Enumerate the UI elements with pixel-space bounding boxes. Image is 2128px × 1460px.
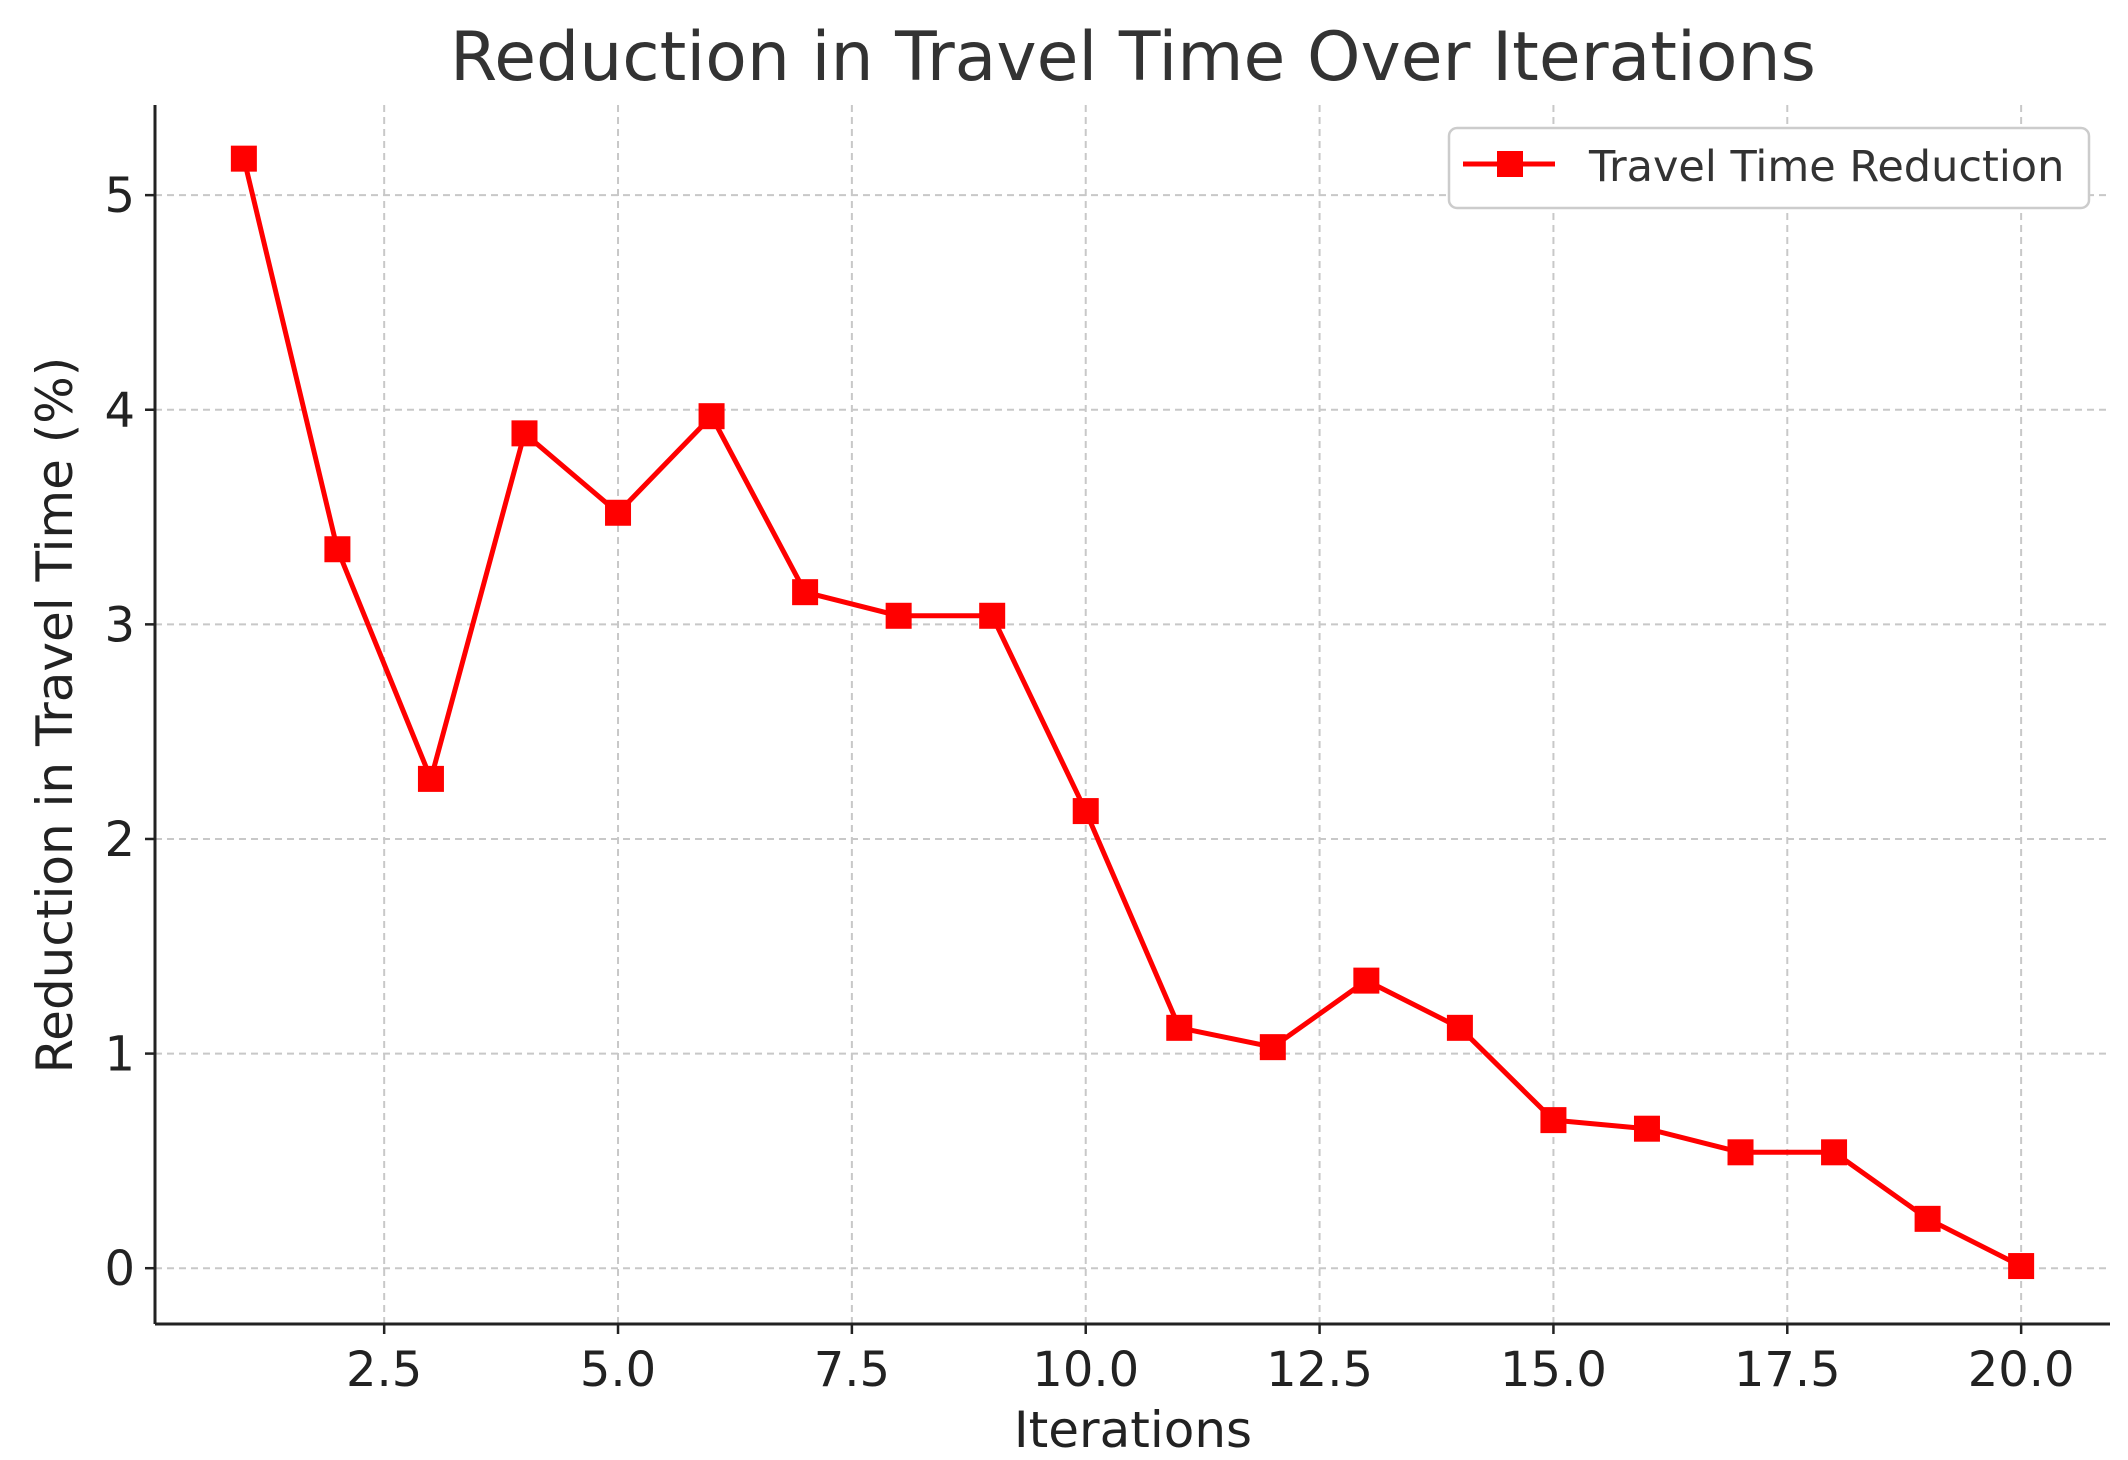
- data-point-marker: [885, 602, 912, 629]
- data-point-marker: [1540, 1107, 1567, 1134]
- y-tick-label: 3: [104, 597, 135, 653]
- data-point-marker: [1259, 1034, 1286, 1061]
- series-travel-time-reduction: [230, 145, 2035, 1280]
- x-ticks: 2.5 5.0 7.5 10.0 12.5 15.0 17.5 20.0: [346, 1324, 2075, 1398]
- data-point-marker: [792, 579, 819, 606]
- data-point-marker: [979, 602, 1006, 629]
- data-point-marker: [417, 765, 444, 792]
- x-tick-label: 5.0: [580, 1342, 656, 1398]
- grid: [155, 105, 2110, 1324]
- legend-square-marker-icon: [1497, 151, 1523, 177]
- legend-label: Travel Time Reduction: [1588, 142, 2064, 192]
- legend-box: [1447, 126, 2091, 210]
- axes-spines: [153, 105, 2110, 1326]
- x-tick-label: 17.5: [1734, 1342, 1841, 1398]
- data-point-marker: [324, 536, 351, 563]
- x-tick-label: 12.5: [1266, 1342, 1373, 1398]
- data-point-marker: [1727, 1139, 1754, 1166]
- x-axis-label: Iterations: [1014, 1401, 1252, 1459]
- x-tick-label: 2.5: [346, 1342, 422, 1398]
- y-tick-label: 5: [104, 168, 135, 224]
- y-tick-label: 0: [104, 1241, 135, 1297]
- data-point-marker: [1446, 1014, 1473, 1041]
- data-point-marker: [605, 499, 632, 526]
- data-point-marker: [1633, 1115, 1660, 1142]
- data-point-marker: [1072, 798, 1099, 825]
- data-point-marker: [1353, 967, 1380, 994]
- y-tick-label: 1: [104, 1027, 135, 1083]
- data-point-marker: [1914, 1205, 1941, 1232]
- data-point-marker: [2008, 1253, 2035, 1280]
- series-line: [241, 156, 2024, 1269]
- data-point-marker: [230, 145, 257, 172]
- data-point-marker: [1166, 1014, 1193, 1041]
- x-tick-label: 10.0: [1032, 1342, 1139, 1398]
- chart-title: Reduction in Travel Time Over Iterations: [450, 18, 1816, 97]
- data-point-marker: [1821, 1139, 1848, 1166]
- x-tick-label: 20.0: [1968, 1342, 2075, 1398]
- y-axis-label: Reduction in Travel Time (%): [26, 357, 84, 1074]
- y-tick-label: 4: [104, 383, 135, 439]
- legend: Travel Time Reduction: [1447, 126, 2091, 210]
- x-tick-label: 7.5: [814, 1342, 890, 1398]
- x-tick-label: 15.0: [1500, 1342, 1607, 1398]
- y-ticks: 0 1 2 3 4 5: [104, 168, 155, 1297]
- y-tick-label: 2: [104, 812, 135, 868]
- data-point-marker: [698, 403, 725, 430]
- data-point-marker: [511, 420, 538, 447]
